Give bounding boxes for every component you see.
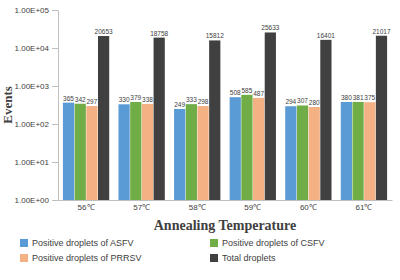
bar [174,109,185,200]
legend-label: Positive droplets of CSFV [222,238,325,248]
data-label: 338 [142,96,153,103]
x-tick: 59℃ [244,200,261,212]
y-tick-mark [52,86,58,87]
chart: 365 330 249 508 294 380 342 379 333 585 307 381 297 3… [0,0,400,280]
bar [63,103,74,200]
plot: 365 330 249 508 294 380 342 379 333 585 307 381 297 3… [15,6,393,212]
data-label: 15812 [206,32,224,39]
x-tick: 57℃ [133,200,150,212]
x-tick: 61℃ [355,200,372,212]
bar [197,106,208,200]
y-tick-label: 1.00E+01 [15,158,50,167]
data-label: 298 [198,98,209,105]
x-axis: 56℃ 57℃ 58℃ 59℃ 60℃ 61℃ [59,200,393,212]
y-tick-label: 1.00E+05 [15,6,50,15]
x-tick-label: 59℃ [244,203,261,212]
y-axis-title: Events [0,86,15,124]
bar [309,107,320,200]
bar [142,104,153,200]
y-tick: 1.00E+04 [15,44,58,53]
data-label: 342 [75,96,86,103]
bar [364,102,375,200]
x-tick: 58℃ [189,200,206,212]
bars [63,32,387,200]
x-axis-title: Annealing Temperature [154,218,296,233]
x-tick-label: 57℃ [133,203,150,212]
y-tick-mark [52,162,58,163]
x-tick-label: 58℃ [189,203,206,212]
y-tick-label: 1.00E+03 [15,82,50,91]
data-label: 379 [130,94,141,101]
bar [241,95,252,200]
data-label: 21017 [372,28,390,35]
x-tick: 56℃ [78,200,95,212]
data-label: 280 [309,99,320,106]
bar [130,102,141,200]
data-label: 20653 [95,28,113,35]
bar [320,40,331,200]
x-axis-line [59,200,393,201]
bar [352,102,363,200]
bar [297,105,308,200]
y-tick: 1.00E+02 [15,120,58,129]
bar [341,102,352,200]
bar [376,36,387,200]
legend-swatch [210,254,218,262]
x-tick-label: 60℃ [300,203,317,212]
bar [154,38,165,200]
y-tick-label: 1.00E+04 [15,44,50,53]
y-tick: 1.00E+00 [15,196,58,205]
legend: Positive droplets of ASFV Positive drople… [20,238,325,263]
data-label: 330 [119,96,130,103]
data-label: 294 [285,98,296,105]
data-label: 25633 [261,24,279,31]
data-label: 297 [86,98,97,105]
y-axis-line [58,11,59,201]
legend-swatch [20,254,28,262]
legend-label: Positive droplets of ASFV [32,238,134,248]
data-label: 487 [253,90,264,97]
y-tick: 1.00E+05 [15,6,58,15]
bar [118,104,129,200]
bar [230,97,241,200]
data-label: 375 [364,94,375,101]
data-label: 16401 [317,32,335,39]
bar [75,104,86,200]
x-tick: 60℃ [300,200,317,212]
x-tick-label: 61℃ [355,203,372,212]
legend-swatch [20,239,28,247]
bar [86,106,97,200]
data-label: 585 [242,87,253,94]
y-axis: 1.00E+00 1.00E+01 1.00E+02 1.00E+03 1.00E+04… [15,6,59,205]
data-label: 333 [186,96,197,103]
data-label: 380 [341,94,352,101]
y-tick-mark [52,48,58,49]
data-label: 508 [230,89,241,96]
y-tick-mark [52,124,58,125]
bar [209,40,220,200]
data-label: 381 [353,94,364,101]
data-labels: 365 330 249 508 294 380 342 379 333 585 307 381 297 3… [63,24,391,107]
bar [98,36,109,200]
y-tick-mark [52,200,58,201]
bar [285,106,296,200]
legend-label: Positive droplets of PRRSV [32,253,142,263]
data-label: 365 [63,95,74,102]
legend-swatch [210,239,218,247]
y-tick-label: 1.00E+02 [15,120,50,129]
data-label: 307 [297,97,308,104]
y-tick: 1.00E+01 [15,158,58,167]
y-tick: 1.00E+03 [15,82,58,91]
x-tick-label: 56℃ [78,203,95,212]
y-tick-label: 1.00E+00 [15,196,50,205]
data-label: 18758 [150,30,168,37]
data-label: 249 [174,101,185,108]
legend-label: Total droplets [222,253,276,263]
y-tick-mark [52,10,58,11]
bar [265,32,276,200]
bar [186,104,197,200]
bar [253,98,264,200]
